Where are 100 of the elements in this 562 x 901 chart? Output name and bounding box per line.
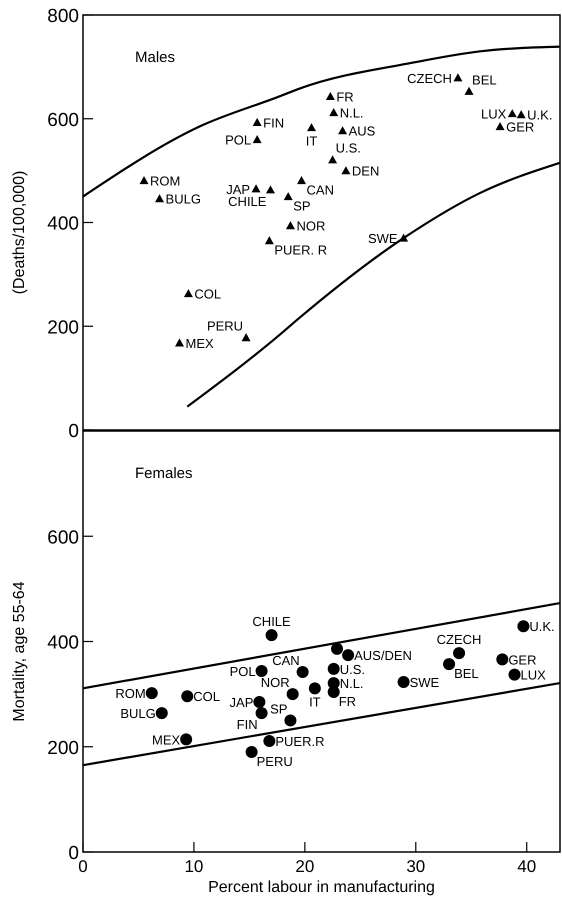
annotation: LUX (481, 106, 507, 122)
annotation: FIN (263, 115, 284, 130)
point (266, 629, 278, 642)
point (266, 185, 275, 194)
point (328, 662, 340, 675)
point (516, 110, 526, 118)
point (453, 647, 466, 660)
y-axis-title: Mortality, age 55-64 (11, 581, 28, 722)
x-tick-label: 20 (295, 857, 314, 876)
annotation: COL (193, 689, 220, 704)
annotation: PERU (256, 754, 293, 770)
annotation: N.L. (340, 106, 364, 121)
y-tick-label: 0 (68, 421, 79, 442)
annotation: PUER.R (275, 734, 324, 749)
x-axis-title: Percent labour in manufacturing (208, 879, 435, 896)
point (329, 108, 338, 116)
point (307, 123, 316, 132)
point (246, 746, 258, 758)
annotation: SP (270, 701, 288, 716)
point (284, 714, 296, 726)
point (496, 122, 505, 130)
point (464, 86, 474, 95)
annotation: BULG (120, 706, 156, 722)
annotation: DEN (352, 164, 380, 179)
point (175, 338, 184, 346)
annotation: CAN (306, 182, 334, 198)
annotation: AUS (348, 124, 376, 139)
annotation: NOR (260, 675, 290, 690)
annotation: CZECH (407, 70, 452, 86)
y-tick-label: 800 (47, 6, 79, 27)
point (341, 166, 350, 174)
annotation: MEX (186, 336, 214, 351)
x-tick-label: 40 (517, 857, 536, 876)
annotation: MEX (152, 732, 180, 748)
annotation: AUS/DEN (354, 648, 412, 664)
y-tick-label: 400 (47, 632, 79, 654)
point (328, 155, 338, 164)
point (252, 184, 261, 192)
annotation: U.S. (336, 140, 361, 156)
point (252, 118, 262, 126)
point (508, 668, 521, 681)
point (253, 696, 266, 708)
annotation: CZECH (436, 632, 482, 648)
annotation: PUER. R (274, 242, 328, 258)
annotation: CAN (272, 653, 300, 668)
annotation: POL (230, 664, 256, 679)
y-tick-label: 200 (47, 317, 79, 338)
point (453, 73, 462, 82)
annotation: CHILE (252, 614, 292, 630)
annotation: FIN (236, 717, 258, 732)
y-tick-label: 600 (47, 527, 79, 548)
annotation: PERU (206, 318, 244, 334)
annotation: FR (338, 694, 356, 710)
y-tick-label: 200 (47, 738, 79, 759)
x-tick-label: 10 (184, 857, 204, 876)
point (156, 707, 168, 720)
text: Males (135, 49, 176, 66)
point (256, 664, 268, 677)
point (180, 733, 192, 746)
point (342, 649, 354, 662)
point (443, 658, 456, 670)
annotation: LUX (520, 668, 546, 683)
annotation: SP (293, 198, 311, 214)
annotation: ROM (150, 173, 180, 188)
point (331, 642, 344, 655)
x-tick-label: 30 (406, 857, 426, 876)
point (517, 620, 530, 632)
point (242, 333, 251, 342)
annotation: N.L. (340, 676, 364, 692)
point (297, 176, 306, 184)
point (146, 687, 158, 700)
annotation: BEL (454, 666, 479, 682)
annotation: GER (508, 652, 536, 668)
annotation: U.S. (340, 662, 365, 677)
annotation: SWE (410, 675, 440, 690)
annotation: SWE (368, 231, 398, 246)
annotation: JAP (230, 695, 254, 710)
point (496, 653, 508, 666)
text: Females (135, 465, 193, 482)
annotation: IT (309, 694, 321, 710)
point (308, 682, 321, 694)
point (263, 734, 276, 747)
point (181, 690, 194, 702)
annotation: FR (336, 89, 354, 104)
y-tick-label: 400 (47, 214, 79, 234)
point (286, 688, 299, 700)
point (256, 707, 268, 720)
annotation: U.K. (529, 619, 555, 634)
annotation: ROM (115, 686, 146, 702)
point (264, 236, 274, 244)
y-axis-title: (Deaths/100,000) (11, 170, 28, 294)
annotation: BEL (472, 72, 497, 88)
annotation: COL (194, 286, 222, 302)
annotation: NOR (296, 218, 326, 234)
point (296, 666, 309, 678)
point (508, 109, 517, 118)
point (252, 135, 262, 144)
point (284, 192, 293, 200)
point (398, 676, 410, 688)
point (184, 289, 193, 298)
